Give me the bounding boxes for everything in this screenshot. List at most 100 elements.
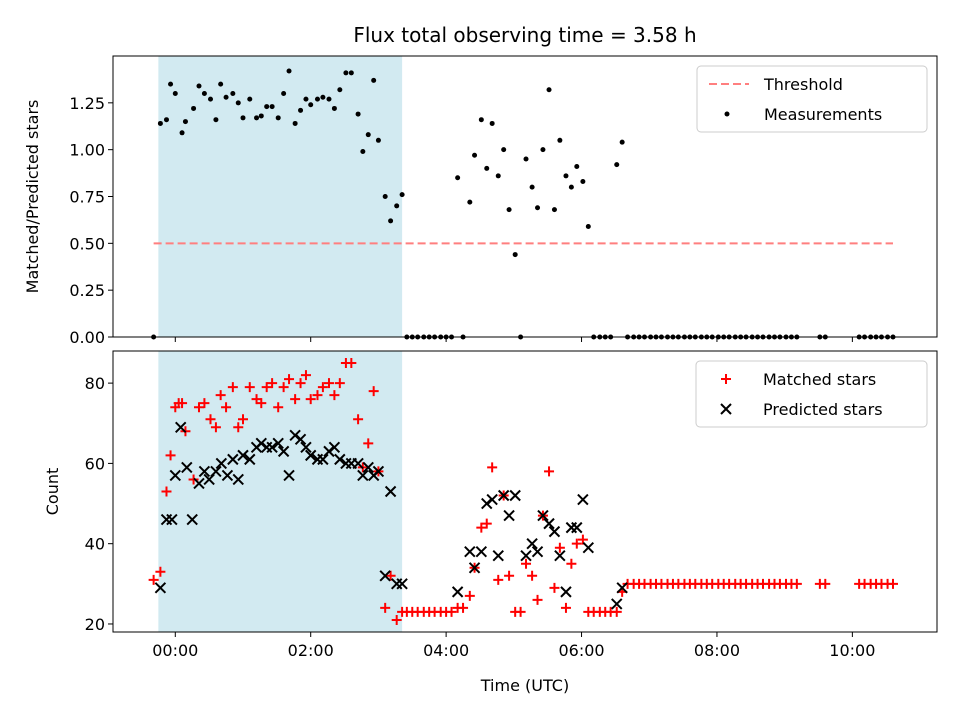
data-point <box>356 112 361 117</box>
data-point <box>366 132 371 137</box>
data-point <box>557 138 562 143</box>
data-point <box>533 595 543 605</box>
data-point <box>173 91 178 96</box>
x-tick-label: 06:00 <box>558 641 604 660</box>
y-tick-label: 0.00 <box>69 328 105 347</box>
y-tick-label: 40 <box>85 535 105 554</box>
data-point <box>552 207 557 212</box>
y-tick-label: 20 <box>85 615 105 634</box>
legend-marker-swatch <box>725 112 730 117</box>
y-tick-label: 0.25 <box>69 281 105 300</box>
data-point <box>561 603 571 613</box>
y-tick-label: 0.75 <box>69 188 105 207</box>
data-point <box>315 97 320 102</box>
y-axis-label: Matched/Predicted stars <box>23 100 42 294</box>
data-point <box>455 175 460 180</box>
data-point <box>191 106 196 111</box>
data-point <box>504 571 514 581</box>
data-point <box>164 117 169 122</box>
x-tick-label: 08:00 <box>694 641 740 660</box>
data-point <box>504 511 514 521</box>
data-point <box>476 547 486 557</box>
data-point <box>240 115 245 120</box>
data-point <box>792 579 802 589</box>
data-point <box>578 495 588 505</box>
ratio-panel: 0.000.250.500.751.001.25Matched/Predicte… <box>23 56 937 347</box>
data-point <box>467 200 472 205</box>
data-point <box>208 97 213 102</box>
data-point <box>202 91 207 96</box>
legend-entry: Predicted stars <box>763 400 883 419</box>
y-tick-label: 1.25 <box>69 94 105 113</box>
data-point <box>281 91 286 96</box>
data-point <box>820 579 830 589</box>
data-point <box>586 224 591 229</box>
data-point <box>566 523 576 533</box>
data-point <box>343 70 348 75</box>
data-point <box>371 78 376 83</box>
data-point <box>484 166 489 171</box>
data-point <box>487 462 497 472</box>
data-point <box>561 587 571 597</box>
data-point <box>513 252 518 257</box>
data-point <box>510 491 520 501</box>
data-point <box>308 102 313 107</box>
data-point <box>530 185 535 190</box>
data-point <box>549 583 559 593</box>
data-point <box>487 495 497 505</box>
data-point <box>540 147 545 152</box>
data-point <box>394 203 399 208</box>
data-point <box>293 121 298 126</box>
data-point <box>247 97 252 102</box>
data-point <box>574 164 579 169</box>
data-point <box>158 121 163 126</box>
x-tick-label: 02:00 <box>288 641 334 660</box>
x-tick-label: 10:00 <box>829 641 875 660</box>
chart-title: Flux total observing time = 3.58 h <box>353 23 696 47</box>
data-point <box>326 97 331 102</box>
data-point <box>493 575 503 585</box>
y-tick-label: 60 <box>85 454 105 473</box>
data-point <box>270 104 275 109</box>
data-point <box>236 100 241 105</box>
data-point <box>276 115 281 120</box>
y-tick-label: 80 <box>85 374 105 393</box>
data-point <box>183 119 188 124</box>
data-point <box>516 607 526 617</box>
data-point <box>544 466 554 476</box>
x-tick-label: 04:00 <box>423 641 469 660</box>
data-point <box>360 149 365 154</box>
data-point <box>458 603 468 613</box>
data-point <box>453 587 463 597</box>
observing-span-shade <box>158 351 402 632</box>
data-point <box>264 104 269 109</box>
data-point <box>572 523 582 533</box>
data-point <box>620 140 625 145</box>
data-point <box>524 157 529 162</box>
y-axis-label: Count <box>43 468 62 516</box>
data-point <box>614 162 619 167</box>
data-point <box>501 147 506 152</box>
data-point <box>490 121 495 126</box>
data-point <box>563 173 568 178</box>
data-point <box>230 91 235 96</box>
data-point <box>566 559 576 569</box>
data-point <box>465 547 475 557</box>
data-point <box>218 82 223 87</box>
data-point <box>332 106 337 111</box>
x-tick-label: 00:00 <box>152 641 198 660</box>
data-point <box>349 70 354 75</box>
x-axis-label: Time (UTC) <box>480 676 569 695</box>
data-point <box>376 138 381 143</box>
data-point <box>479 117 484 122</box>
data-point <box>383 194 388 199</box>
data-point <box>496 173 501 178</box>
data-point <box>213 117 218 122</box>
data-point <box>298 108 303 113</box>
count-panel: 20 40 60 80 00:00 02:00 04:00 06:00 08:00 10:00 Co… <box>43 351 937 660</box>
legend: ThresholdMeasurements <box>697 66 927 132</box>
data-point <box>493 551 503 561</box>
data-point <box>388 218 393 223</box>
legend-entry: Measurements <box>764 105 882 124</box>
data-point <box>527 571 537 581</box>
